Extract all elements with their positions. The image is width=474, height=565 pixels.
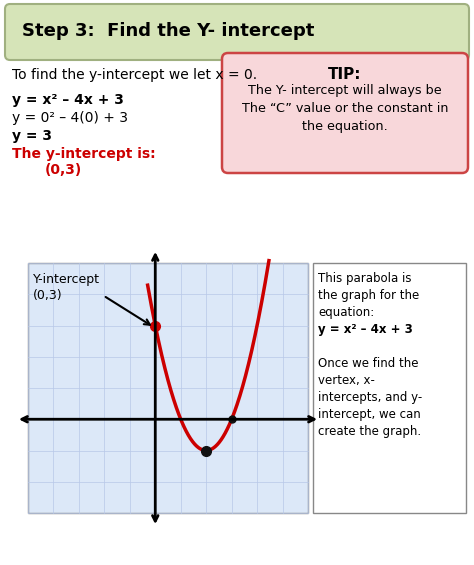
Text: y = 0² – 4(0) + 3: y = 0² – 4(0) + 3 (12, 111, 128, 125)
Text: The Y- intercept will always be: The Y- intercept will always be (248, 84, 442, 97)
FancyBboxPatch shape (222, 53, 468, 173)
Text: (0,3): (0,3) (45, 163, 82, 177)
Text: y = x² – 4x + 3: y = x² – 4x + 3 (318, 323, 413, 336)
Bar (313, 263, 466, 513)
Text: The y-intercept is:: The y-intercept is: (12, 147, 155, 161)
Text: The “C” value or the constant in: The “C” value or the constant in (242, 102, 448, 115)
Text: Step 3:  Find the Y- intercept: Step 3: Find the Y- intercept (22, 22, 314, 40)
Bar (28, 263, 308, 513)
Text: (0,3): (0,3) (33, 289, 63, 302)
Text: intercepts, and y-: intercepts, and y- (318, 391, 422, 404)
Text: To find the y-intercept we let x = 0.: To find the y-intercept we let x = 0. (12, 68, 257, 82)
Text: y = 3: y = 3 (12, 129, 52, 143)
Text: Once we find the: Once we find the (318, 357, 419, 370)
Text: This parabola is: This parabola is (318, 272, 411, 285)
Text: y = x² – 4x + 3: y = x² – 4x + 3 (12, 93, 124, 107)
Text: TIP:: TIP: (328, 67, 362, 82)
Text: equation:: equation: (318, 306, 374, 319)
Text: create the graph.: create the graph. (318, 425, 421, 438)
Text: Y-intercept: Y-intercept (33, 273, 100, 286)
FancyBboxPatch shape (5, 4, 469, 60)
Text: vertex, x-: vertex, x- (318, 374, 375, 387)
Text: the equation.: the equation. (302, 120, 388, 133)
Text: intercept, we can: intercept, we can (318, 408, 421, 421)
Text: the graph for the: the graph for the (318, 289, 419, 302)
